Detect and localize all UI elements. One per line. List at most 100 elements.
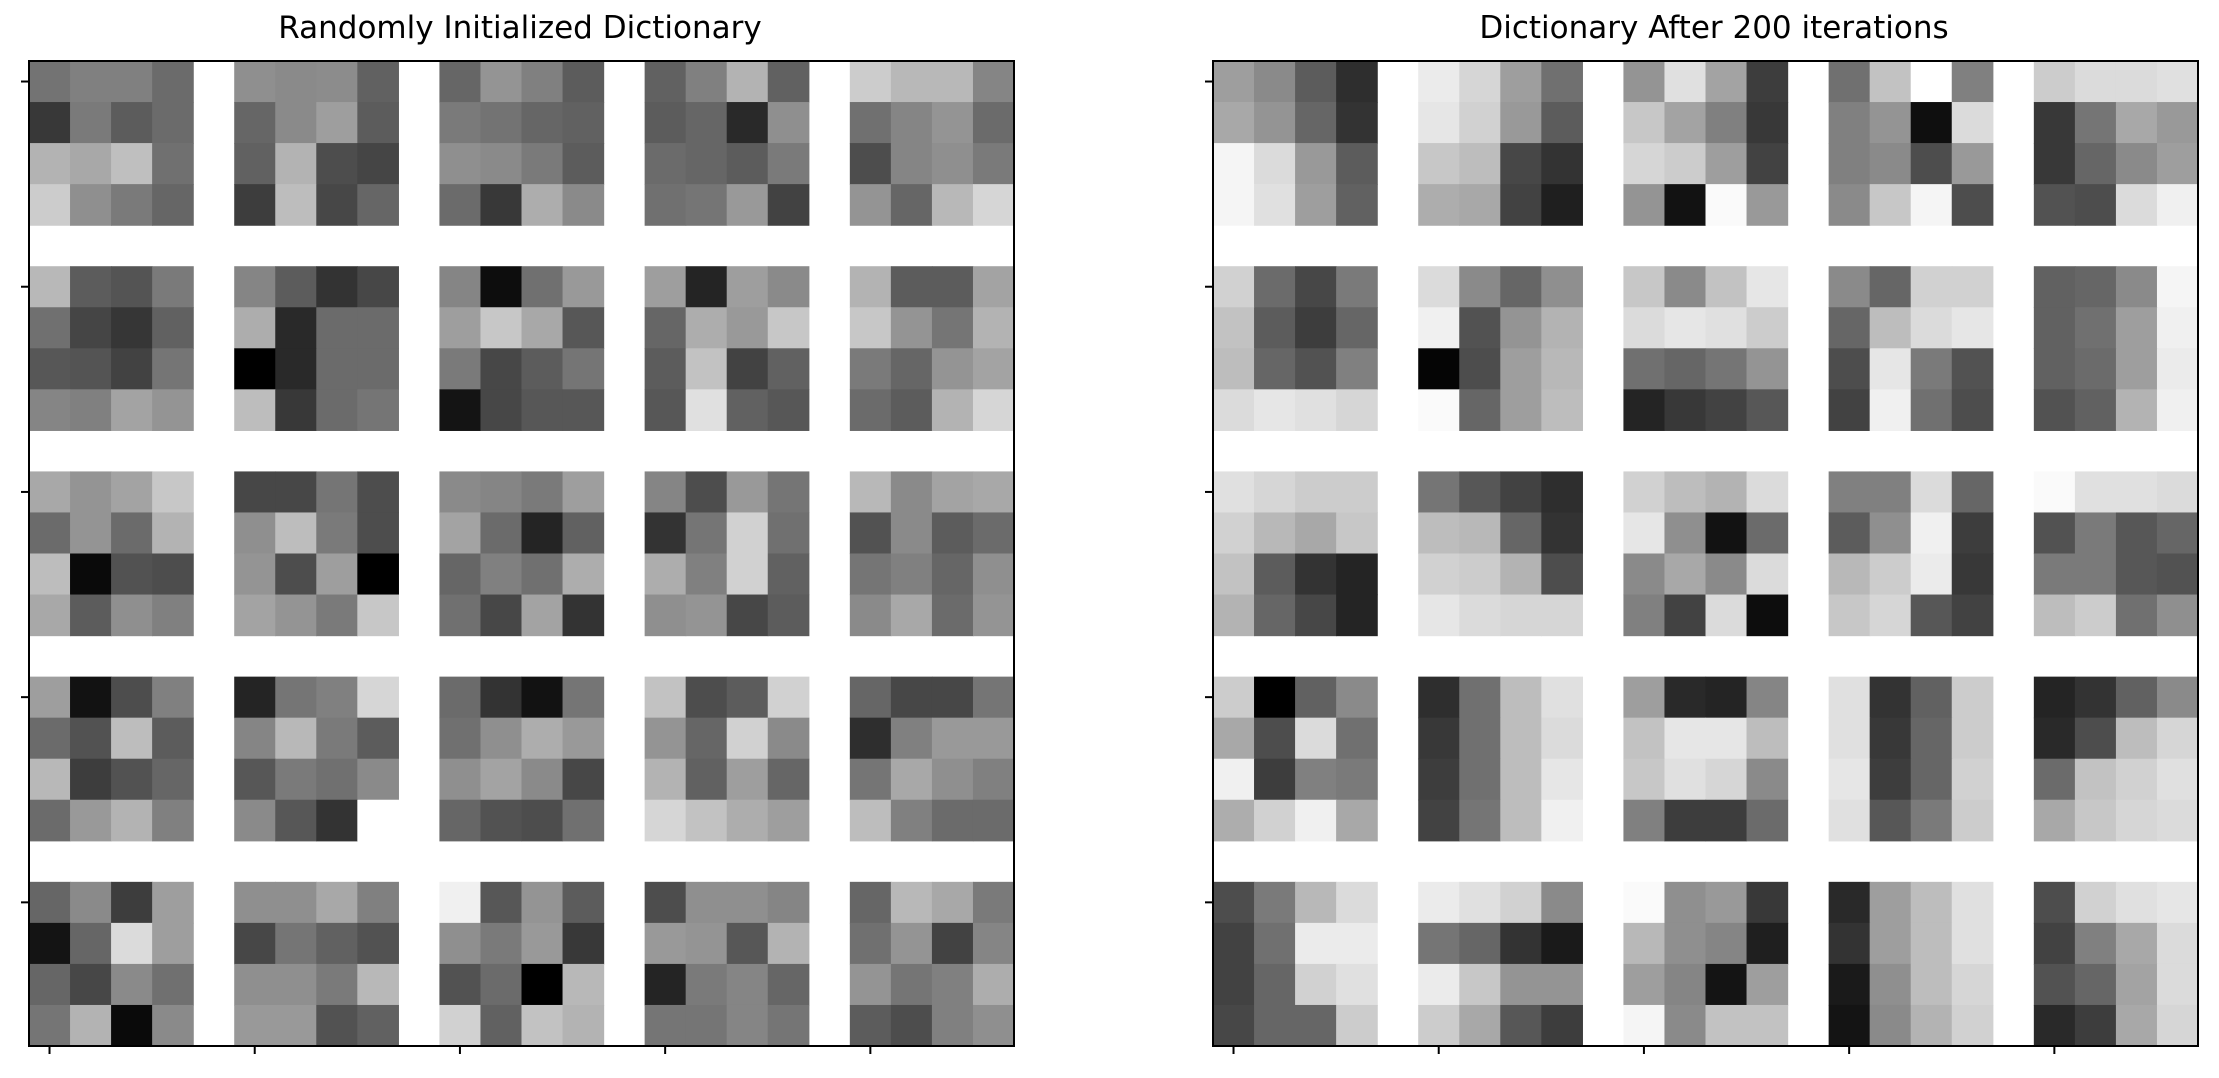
heatmap-cell (1910, 881, 1953, 924)
heatmap-cell (1664, 348, 1707, 390)
heatmap-cell (726, 594, 769, 637)
heatmap-cell (644, 471, 687, 514)
heatmap-cell (29, 717, 71, 760)
heatmap-cell (1418, 143, 1460, 185)
heatmap-cell (1500, 61, 1542, 103)
heatmap-cell (931, 676, 974, 719)
heatmap-cell (685, 389, 728, 431)
heatmap-cell (726, 471, 769, 514)
atom-tile (1418, 676, 1583, 842)
heatmap-cell (1254, 1004, 1296, 1047)
heatmap-cell (1828, 102, 1871, 144)
heatmap-cell (644, 389, 687, 431)
heatmap-cell (726, 1004, 769, 1047)
heatmap-cell (1746, 143, 1789, 185)
heatmap-cell (931, 348, 974, 390)
heatmap-cell (275, 266, 317, 308)
heatmap-cell (1664, 553, 1707, 596)
heatmap-cell (316, 1004, 358, 1047)
heatmap-cell (29, 1004, 71, 1047)
heatmap-cell (480, 184, 523, 226)
heatmap-cell (2074, 184, 2117, 226)
heatmap-cell (152, 963, 194, 1006)
heatmap-cell (521, 102, 564, 144)
heatmap-cell (1500, 922, 1542, 965)
heatmap-cell (1746, 389, 1789, 431)
heatmap-cell (972, 1004, 1015, 1047)
heatmap-cell (767, 102, 810, 144)
heatmap-cell (931, 1004, 974, 1047)
heatmap-cell (2074, 1004, 2117, 1047)
heatmap-cell (972, 348, 1015, 390)
heatmap-cell (644, 143, 687, 185)
atom-tile (439, 471, 605, 637)
heatmap-cell (2074, 348, 2117, 390)
heatmap-cell (521, 594, 564, 637)
heatmap-cell (1500, 266, 1542, 308)
heatmap-cell (1746, 471, 1789, 514)
heatmap-cell (275, 184, 317, 226)
heatmap-cell (480, 143, 523, 185)
heatmap-cell (1418, 348, 1460, 390)
heatmap-cell (1336, 676, 1378, 719)
heatmap-cell (480, 266, 523, 308)
heatmap-cell (1869, 184, 1912, 226)
heatmap-cell (1623, 348, 1666, 390)
heatmap-cell (1951, 512, 1994, 555)
heatmap-cell (890, 758, 933, 801)
heatmap-cell (644, 348, 687, 390)
heatmap-cell (685, 553, 728, 596)
heatmap-cell (685, 266, 728, 308)
heatmap-cell (480, 307, 523, 349)
heatmap-cell (1623, 307, 1666, 349)
heatmap-cell (1910, 553, 1953, 596)
heatmap-cell (1254, 758, 1296, 801)
heatmap-cell (1746, 799, 1789, 842)
heatmap-cell (234, 389, 276, 431)
heatmap-cell (70, 389, 112, 431)
heatmap-cell (1746, 102, 1789, 144)
heatmap-cell (1910, 1004, 1953, 1047)
heatmap-cell (2115, 758, 2158, 801)
atom-tile (644, 471, 810, 637)
heatmap-cell (70, 102, 112, 144)
heatmap-cell (1295, 594, 1337, 637)
atom-tile (234, 881, 399, 1047)
heatmap-cell (1459, 594, 1501, 637)
heatmap-cell (644, 881, 687, 924)
atom-tile (1213, 61, 1378, 226)
heatmap-cell (2156, 553, 2199, 596)
heatmap-cell (644, 963, 687, 1006)
heatmap-cell (111, 676, 153, 719)
heatmap-cell (316, 676, 358, 719)
heatmap-cell (562, 143, 605, 185)
heatmap-cell (1828, 758, 1871, 801)
heatmap-cell (1828, 348, 1871, 390)
atom-tile (29, 61, 194, 226)
heatmap-cell (2115, 676, 2158, 719)
heatmap-cell (152, 758, 194, 801)
heatmap-cell (357, 717, 399, 760)
heatmap-cell (1459, 676, 1501, 719)
heatmap-cell (1459, 881, 1501, 924)
heatmap-cell (562, 717, 605, 760)
heatmap-cell (152, 307, 194, 349)
heatmap-cell (152, 922, 194, 965)
heatmap-cell (1828, 184, 1871, 226)
heatmap-cell (1418, 758, 1460, 801)
heatmap-cell (1254, 61, 1296, 103)
heatmap-cell (849, 717, 892, 760)
heatmap-cell (1746, 512, 1789, 555)
heatmap-cell (2033, 922, 2076, 965)
heatmap-cell (562, 881, 605, 924)
heatmap-cell (1705, 758, 1748, 801)
atom-tile (1213, 266, 1378, 431)
heatmap-cell (1746, 676, 1789, 719)
heatmap-cell (1623, 102, 1666, 144)
heatmap-cell (2074, 143, 2117, 185)
heatmap-cell (1951, 184, 1994, 226)
heatmap-cell (767, 389, 810, 431)
heatmap-cell (1459, 758, 1501, 801)
heatmap-cell (726, 389, 769, 431)
heatmap-cell (521, 881, 564, 924)
